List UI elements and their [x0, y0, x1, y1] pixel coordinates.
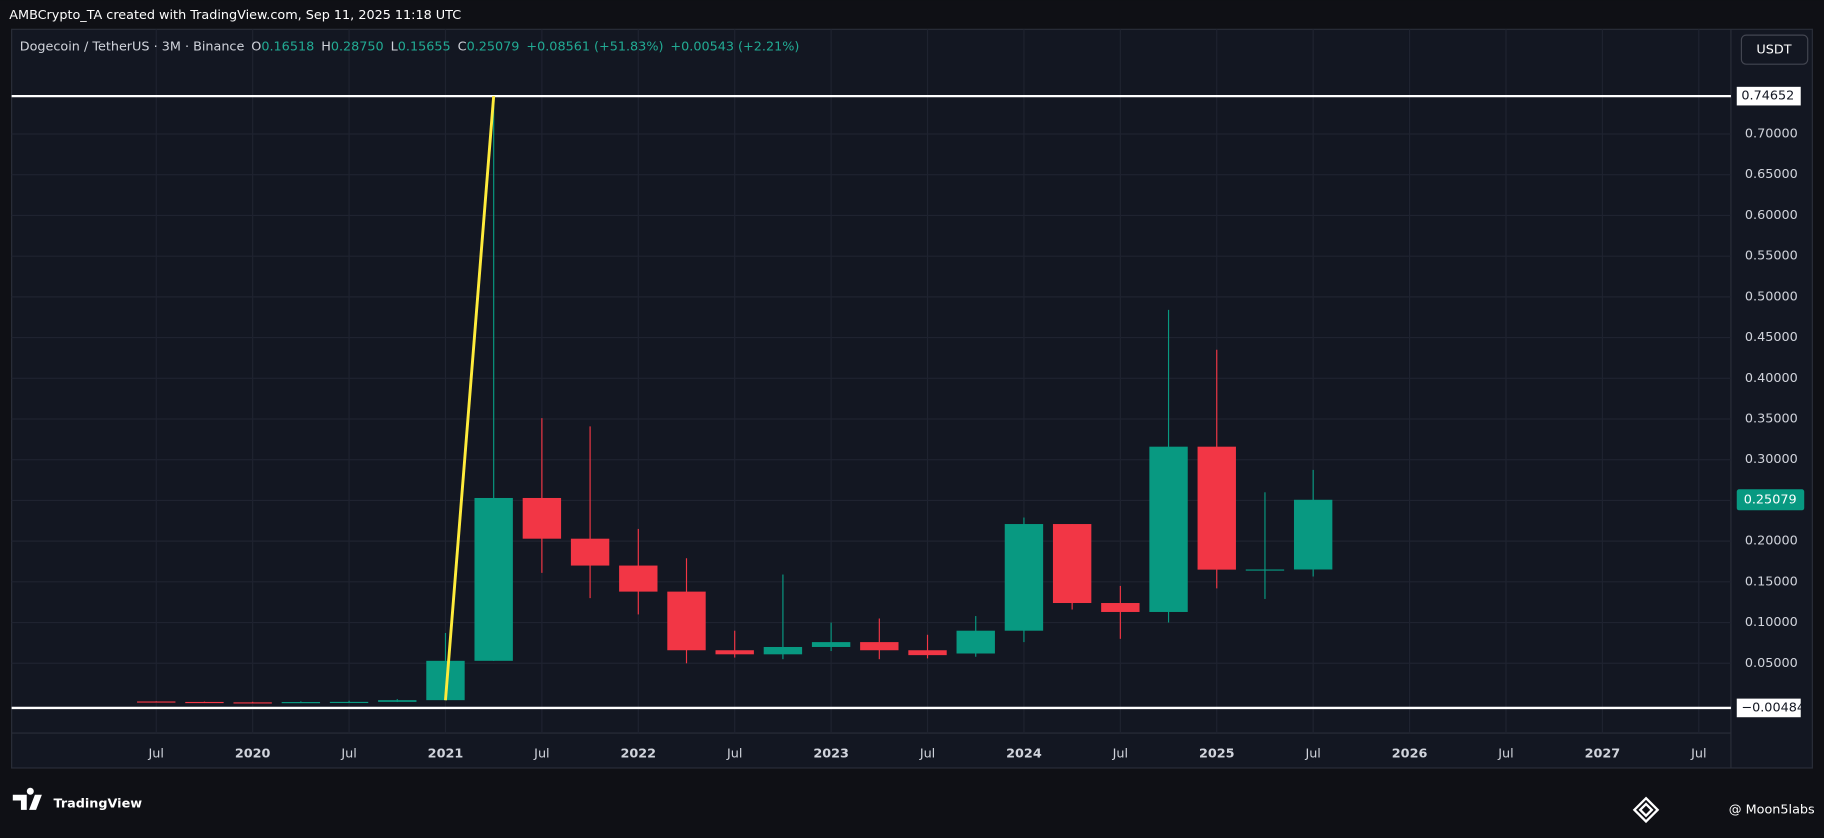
legend-value: 0.28750 — [331, 39, 384, 54]
last-price-label: 0.25079 — [1744, 492, 1797, 507]
grid — [11, 29, 1731, 734]
x-tick-label: Jul — [1112, 747, 1128, 762]
y-tick-label: 0.65000 — [1745, 167, 1798, 182]
trendline — [444, 96, 496, 701]
y-tick-label: 0.05000 — [1745, 656, 1798, 671]
brand-logo — [12, 787, 42, 810]
x-tick-label: Jul — [1497, 747, 1513, 762]
candle-body — [1197, 446, 1236, 570]
x-tick-label: 2020 — [235, 747, 271, 762]
legend-change: +0.08561 (+51.83%) — [526, 39, 663, 54]
candle-body — [474, 497, 513, 661]
y-tick-label: 0.30000 — [1745, 452, 1798, 467]
y-tick-label: 0.20000 — [1745, 534, 1798, 549]
candle-body — [329, 701, 369, 704]
y-tick-label: 0.15000 — [1745, 574, 1798, 589]
legend-change: +0.00543 (+2.21%) — [670, 39, 799, 54]
y-tick-label: 0.60000 — [1745, 208, 1798, 223]
x-tick-label: 2022 — [621, 747, 657, 762]
logo-shape — [12, 787, 42, 810]
plot-area — [11, 28, 1813, 769]
x-tick-label: Jul — [1304, 747, 1320, 762]
watermark: @ Moon5labs — [1729, 802, 1815, 817]
candle-body — [908, 650, 947, 656]
legend-key: L — [391, 39, 399, 54]
x-tick-label: Jul — [726, 747, 742, 762]
price-tag-label: −0.00484 — [1741, 700, 1805, 715]
candle-body — [185, 701, 224, 704]
candle-body — [1149, 446, 1188, 612]
candle-body — [811, 642, 851, 647]
x-tick-label: Jul — [340, 747, 356, 762]
legend-value: 0.25079 — [467, 39, 520, 54]
legend-key: O — [251, 39, 261, 54]
candle-body — [860, 642, 899, 651]
x-tick-label: 2021 — [428, 747, 464, 762]
x-tick-label: 2026 — [1392, 747, 1428, 762]
price-tag — [1736, 86, 1801, 106]
candle-body — [715, 650, 754, 655]
currency-label[interactable]: USDT — [1756, 43, 1791, 58]
candle-body — [570, 538, 610, 566]
legend-value: 0.16518 — [261, 39, 314, 54]
icon-shape — [1632, 796, 1660, 824]
x-tick-label: Jul — [533, 747, 549, 762]
candle-body — [956, 630, 995, 654]
candle-body — [137, 701, 176, 703]
x-tick-label: 2023 — [813, 747, 849, 762]
candle-body — [1004, 524, 1044, 631]
x-tick-label: Jul — [1690, 747, 1706, 762]
x-tick-label: 2025 — [1199, 747, 1235, 762]
binance-icon — [1632, 796, 1660, 824]
currency-button[interactable] — [1740, 34, 1809, 65]
candle-body — [667, 591, 706, 651]
y-tick-label: 0.40000 — [1745, 371, 1798, 386]
price-tag — [1736, 698, 1801, 718]
x-tick-label: 2027 — [1585, 747, 1621, 762]
candle-body — [1245, 569, 1285, 571]
price-tag-label: 0.74652 — [1741, 89, 1794, 104]
candle-body — [378, 700, 417, 702]
candle-body — [1101, 603, 1140, 612]
y-tick-label: 0.50000 — [1745, 289, 1798, 304]
legend: Dogecoin / TetherUS · 3M · Binance O0.165… — [20, 39, 800, 54]
candle-body — [281, 702, 321, 704]
candle-body — [522, 497, 562, 539]
symbol-title: Dogecoin / TetherUS · 3M · Binance — [20, 39, 245, 54]
x-tick-label: Jul — [919, 747, 935, 762]
legend-key: C — [458, 39, 467, 54]
legend-value: 0.15655 — [398, 39, 451, 54]
legend-key: H — [321, 39, 331, 54]
last-price-tag — [1736, 489, 1805, 511]
y-tick-label: 0.70000 — [1745, 127, 1798, 142]
candle-body — [1052, 524, 1092, 604]
candle-body — [763, 646, 803, 655]
y-tick-label: 0.45000 — [1745, 330, 1798, 345]
candle-body — [619, 565, 658, 592]
candle-body — [1293, 499, 1333, 570]
x-tick-label: Jul — [148, 747, 164, 762]
brand: TradingView — [54, 797, 143, 812]
x-tick-label: 2024 — [1006, 747, 1042, 762]
y-tick-label: 0.10000 — [1745, 615, 1798, 630]
y-tick-label: 0.55000 — [1745, 249, 1798, 264]
y-tick-label: 0.35000 — [1745, 411, 1798, 426]
caption: AMBCrypto_TA created with TradingView.co… — [9, 8, 461, 23]
candle-body — [233, 702, 272, 704]
